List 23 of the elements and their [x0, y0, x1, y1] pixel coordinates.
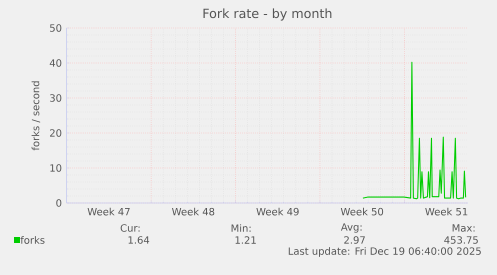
y-tick-label: 40 [50, 59, 62, 67]
legend-label: forks [20, 236, 45, 244]
y-axis-title: forks / second [32, 81, 40, 150]
text: Cur: [120, 224, 140, 232]
x-tick-label: Week 47 [88, 208, 130, 216]
text: Avg: [340, 223, 362, 233]
y-tick-label: 30 [50, 94, 62, 102]
text: 1.64 [128, 236, 150, 244]
text: 1.21 [236, 236, 256, 244]
text: 453.75 [444, 236, 478, 244]
text: 2.97 [344, 236, 365, 244]
y-tick-label: 20 [50, 129, 62, 137]
y-tick-label: 50 [50, 24, 62, 32]
text: Last update: Fri Dec 19 06:40:00 2025 [288, 247, 481, 257]
chart-title: Fork rate - by month [204, 8, 332, 21]
x-tick-label: Week 49 [256, 208, 299, 216]
x-tick-label: Week 51 [425, 208, 468, 216]
x-tick-label: Week 48 [172, 208, 214, 216]
text: Min: [232, 224, 251, 232]
text: Max: [452, 224, 475, 232]
y-tick-label: 0 [56, 199, 62, 207]
y-tick-label: 10 [50, 164, 62, 172]
x-tick-label: Week 50 [340, 208, 384, 216]
